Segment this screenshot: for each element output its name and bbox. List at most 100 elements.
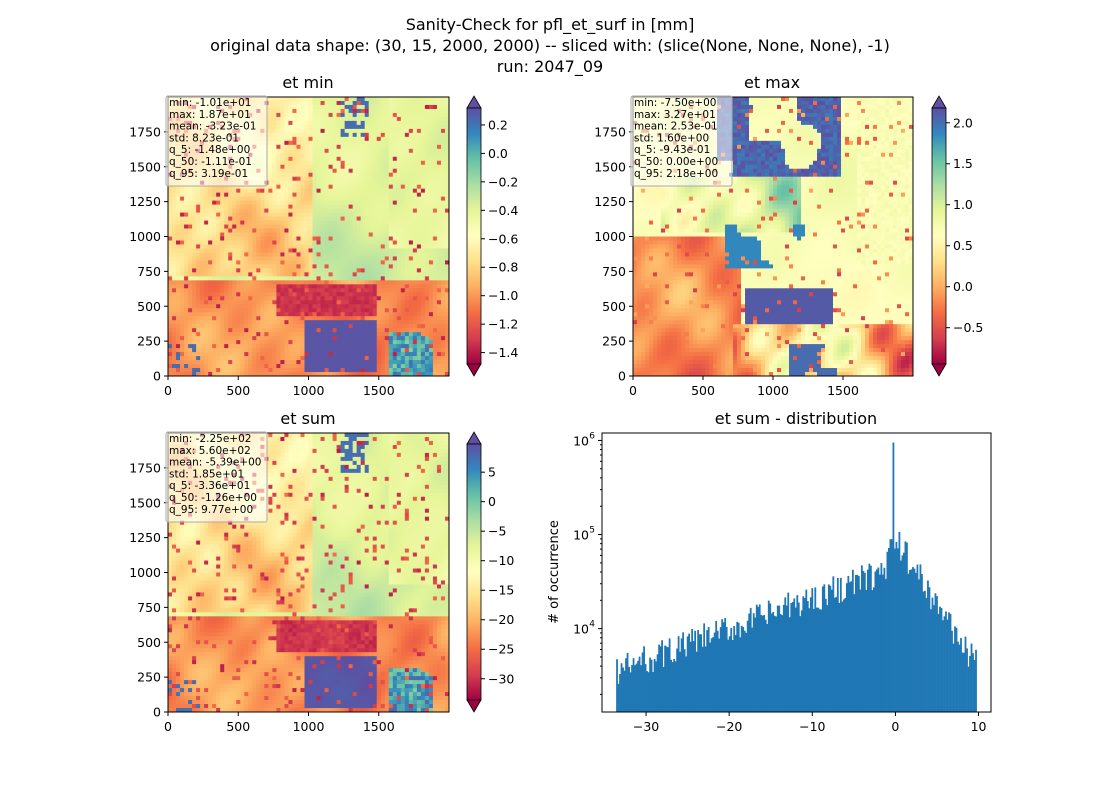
heatmap-cell xyxy=(424,100,430,106)
heatmap-cell xyxy=(380,332,386,337)
heatmap-cell xyxy=(240,332,245,337)
heatmap-cell xyxy=(388,280,394,285)
heatmap-cell xyxy=(340,124,346,130)
heatmap-cell xyxy=(228,284,233,289)
heatmap-cell xyxy=(276,172,281,178)
heatmap-cell xyxy=(356,316,362,321)
heatmap-cell xyxy=(368,312,374,317)
heatmap-cell xyxy=(248,316,253,321)
heatmap-cell xyxy=(324,204,330,210)
heatmap-cell xyxy=(244,208,249,214)
heatmap-cell xyxy=(436,264,442,269)
heatmap-cell xyxy=(268,348,273,353)
heatmap-cell xyxy=(348,172,354,178)
heatmap-cell xyxy=(276,244,281,250)
heatmap-cell xyxy=(288,308,294,313)
heatmap-cell xyxy=(288,280,294,285)
heatmap-cell xyxy=(312,372,318,376)
heatmap-cell xyxy=(412,340,418,345)
heatmap-cell xyxy=(400,316,406,321)
heatmap-cell xyxy=(388,180,394,186)
heatmap-cell xyxy=(404,300,410,305)
heatmap-cell xyxy=(312,152,318,158)
heatmap-cell xyxy=(400,136,406,142)
heatmap-cell xyxy=(212,216,217,222)
heatmap-cell xyxy=(276,312,281,317)
heatmap-cell xyxy=(344,232,350,238)
heatmap-cell xyxy=(420,348,426,353)
heatmap-cell xyxy=(308,188,314,194)
heatmap-cell xyxy=(172,268,177,273)
heatmap-cell xyxy=(376,288,382,293)
heatmap-cell xyxy=(212,356,217,361)
heatmap-cell xyxy=(344,292,350,297)
heatmap-cell xyxy=(208,232,213,238)
heatmap-cell xyxy=(396,364,402,369)
heatmap-cell xyxy=(372,216,378,222)
heatmap-cell xyxy=(216,216,221,222)
heatmap-cell xyxy=(168,260,173,265)
heatmap-cell xyxy=(308,260,314,265)
heatmap-cell xyxy=(228,224,233,230)
heatmap-cell xyxy=(208,320,213,325)
heatmap-cell xyxy=(348,144,354,150)
heatmap-cell xyxy=(368,220,374,226)
heatmap-cell xyxy=(288,224,294,230)
heatmap-cell xyxy=(404,164,410,170)
heatmap-cell xyxy=(368,296,374,301)
heatmap-cell xyxy=(400,272,406,277)
heatmap-cell xyxy=(324,244,330,250)
heatmap-cell xyxy=(264,296,269,301)
heatmap-cell xyxy=(232,212,237,218)
heatmap-cell xyxy=(228,244,233,250)
heatmap-cell xyxy=(316,336,322,341)
heatmap-cell xyxy=(228,272,233,277)
heatmap-cell xyxy=(336,284,342,289)
heatmap-cell xyxy=(400,112,406,118)
heatmap-cell xyxy=(384,172,390,178)
heatmap-cell xyxy=(408,336,414,341)
heatmap-cell xyxy=(356,360,362,365)
heatmap-cell xyxy=(328,172,334,178)
heatmap-cell xyxy=(372,180,378,186)
heatmap-cell xyxy=(300,284,306,289)
heatmap-cell xyxy=(352,228,358,234)
heatmap-cell xyxy=(292,124,298,130)
heatmap-cell xyxy=(208,328,213,333)
heatmap-cell xyxy=(408,120,414,126)
heatmap-cell xyxy=(288,136,294,142)
heatmap-cell xyxy=(256,300,261,305)
heatmap-cell xyxy=(292,292,298,297)
heatmap-cell xyxy=(296,368,302,373)
heatmap-cell xyxy=(408,140,414,146)
heatmap-cell xyxy=(388,332,394,337)
heatmap-cell xyxy=(300,224,306,230)
heatmap-cell xyxy=(432,320,438,325)
heatmap-cell xyxy=(404,236,410,242)
heatmap-cell xyxy=(344,324,350,329)
heatmap-cell xyxy=(424,184,430,190)
heatmap-cell xyxy=(412,332,418,337)
heatmap-cell xyxy=(348,276,354,281)
heatmap-cell xyxy=(228,184,233,190)
heatmap-cell xyxy=(320,240,326,246)
heatmap-cell xyxy=(352,276,358,281)
heatmap-cell xyxy=(216,352,221,357)
heatmap-cell xyxy=(328,104,334,110)
heatmap-cell xyxy=(404,156,410,162)
heatmap-cell xyxy=(440,124,446,130)
heatmap-cell xyxy=(256,316,261,321)
heatmap-cell xyxy=(444,332,449,337)
heatmap-cell xyxy=(348,128,354,134)
heatmap-cell xyxy=(320,340,326,345)
heatmap-cell xyxy=(296,244,302,250)
heatmap-cell xyxy=(236,316,241,321)
heatmap-cell xyxy=(292,260,298,265)
heatmap-cell xyxy=(400,264,406,269)
heatmap-cell xyxy=(320,216,326,222)
heatmap-cell xyxy=(176,372,181,376)
heatmap-cell xyxy=(268,176,273,182)
heatmap-cell xyxy=(272,264,277,269)
heatmap-cell xyxy=(248,204,253,210)
heatmap-cell xyxy=(296,192,302,198)
